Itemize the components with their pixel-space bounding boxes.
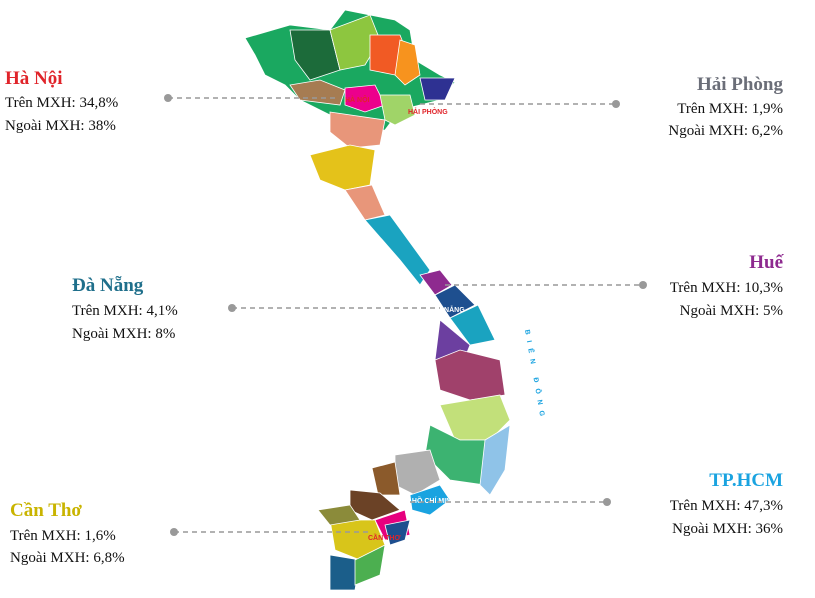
offline-share: Ngoài MXH: 6,2% [668,123,783,139]
city-name: TP.HCM [709,470,783,491]
map-label: ĐÀ NẴNG [432,305,465,314]
leader-dot [170,528,178,536]
map-label: TP. HỒ CHÍ MINH [400,495,456,505]
offline-share: Ngoài MXH: 6,8% [10,550,125,566]
online-share: Trên MXH: 1,9% [677,101,783,117]
leader-dot [164,94,172,102]
offline-share: Ngoài MXH: 38% [5,118,116,134]
offline-share: Ngoài MXH: 36% [672,521,783,537]
leader-dot [639,281,647,289]
leader-dot [603,498,611,506]
map-label: HÀ NỘI [345,95,370,104]
vietnam-map [244,9,511,591]
online-share: Trên MXH: 1,6% [10,528,116,544]
city-name: Đà Nẵng [72,275,144,296]
city-name: Cần Thơ [10,500,82,521]
offline-share: Ngoài MXH: 5% [680,303,783,319]
city-name: Huế [749,252,784,273]
city-name: Hải Phòng [697,74,784,95]
leader-dot [228,304,236,312]
city-name: Hà Nội [5,68,63,89]
online-share: Trên MXH: 34,8% [5,95,118,111]
online-share: Trên MXH: 47,3% [670,498,783,514]
offline-share: Ngoài MXH: 8% [72,326,175,342]
leaders [164,94,647,536]
online-share: Trên MXH: 4,1% [72,303,178,319]
online-share: Trên MXH: 10,3% [670,280,783,296]
map-label: HẢI PHÒNG [408,107,448,116]
map-label: BIỂN ĐÔNG [523,329,548,423]
leader-dot [612,100,620,108]
map-label: CẦN THƠ [368,532,400,542]
